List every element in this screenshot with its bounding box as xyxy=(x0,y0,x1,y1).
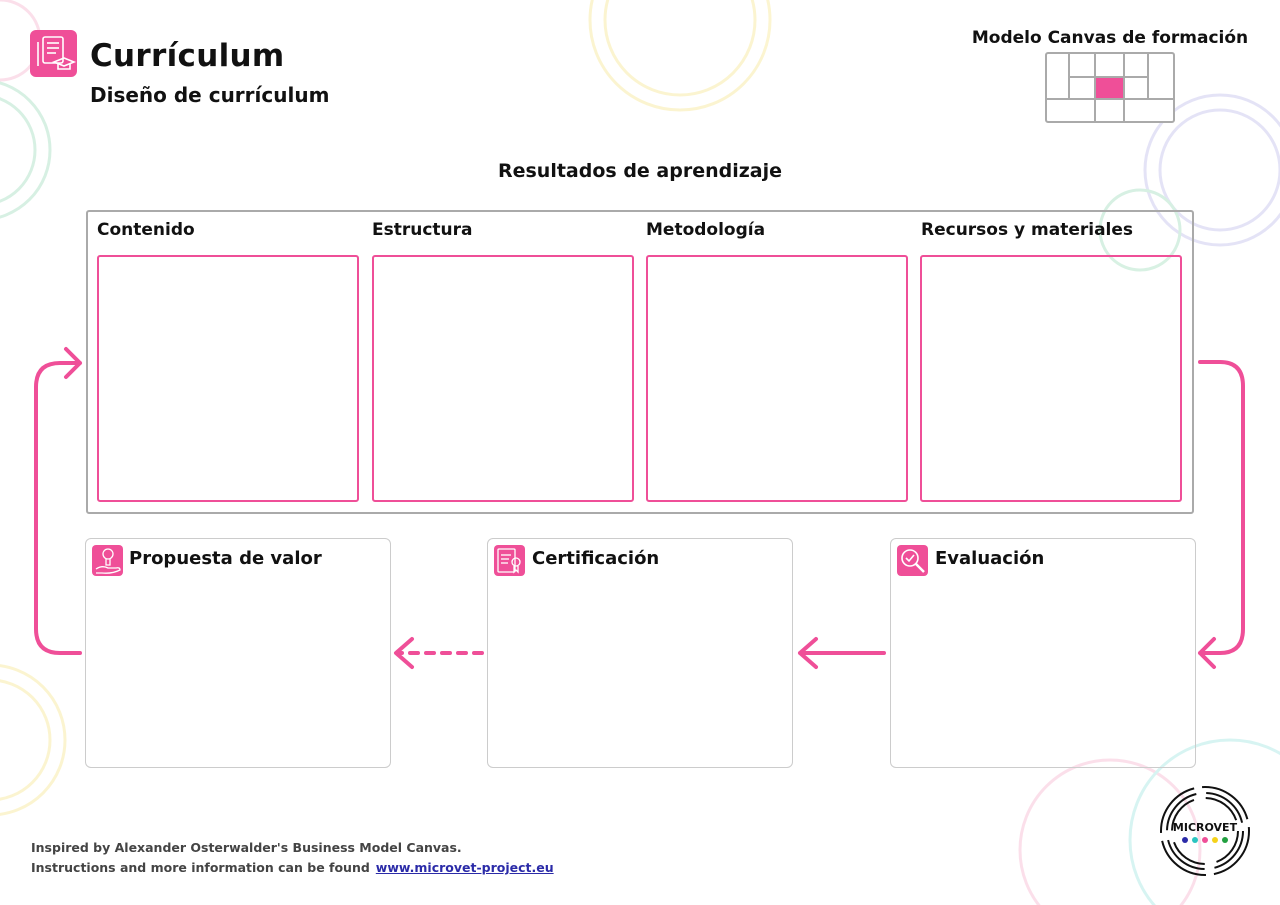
evaluation-card[interactable] xyxy=(890,538,1196,768)
canvas-map-thumbnail xyxy=(1045,52,1175,123)
magnifier-check-icon xyxy=(897,545,928,576)
certificate-icon xyxy=(494,545,525,576)
microvet-link[interactable]: www.microvet-project.eu xyxy=(375,860,554,875)
page-subtitle: Diseño de currículum xyxy=(90,83,330,107)
structure-input-area[interactable] xyxy=(372,255,634,502)
value-hand-icon xyxy=(92,545,123,576)
loop-arrow-right xyxy=(1198,360,1245,669)
methodology-input-area[interactable] xyxy=(646,255,908,502)
curriculum-icon xyxy=(30,30,77,77)
current-section-highlight xyxy=(1096,78,1123,98)
column-header-structure: Estructura xyxy=(372,220,473,240)
column-header-methodology: Metodología xyxy=(646,220,766,240)
resources-input-area[interactable] xyxy=(920,255,1182,502)
model-title: Modelo Canvas de formación xyxy=(971,28,1249,48)
footer-info: Instructions and more information can be… xyxy=(31,860,554,875)
evaluation-title: Evaluación xyxy=(935,548,1045,569)
loop-arrow-left xyxy=(34,347,82,655)
microvet-logo: MICROVET xyxy=(1158,784,1252,878)
section-title: Resultados de aprendizaje xyxy=(497,160,783,182)
certification-title: Certificación xyxy=(532,548,660,569)
content-input-area[interactable] xyxy=(97,255,359,502)
footer-credit: Inspired by Alexander Osterwalder's Busi… xyxy=(31,840,462,855)
footer-info-text: Instructions and more information can be… xyxy=(31,860,370,875)
certification-card[interactable] xyxy=(487,538,793,768)
page-title: Currículum xyxy=(90,38,285,74)
arrow-evaluation-to-certification xyxy=(798,637,886,669)
value-proposition-card[interactable] xyxy=(85,538,391,768)
microvet-logo-text: MICROVET xyxy=(1172,821,1238,834)
column-header-resources: Recursos y materiales xyxy=(921,220,1134,240)
learning-outcomes-frame xyxy=(86,210,1194,514)
column-header-content: Contenido xyxy=(97,220,195,240)
value-proposition-title: Propuesta de valor xyxy=(129,548,322,569)
